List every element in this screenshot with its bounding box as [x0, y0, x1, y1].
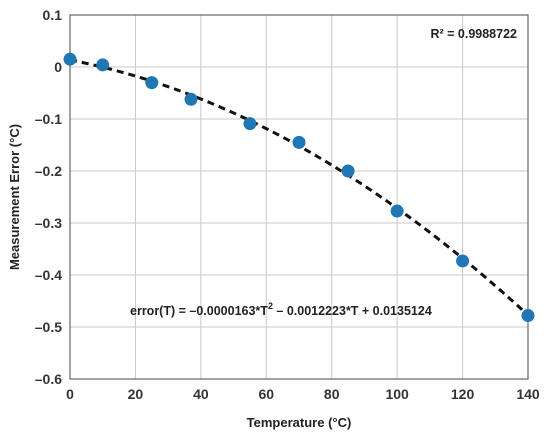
x-tick-label: 80 [324, 386, 340, 402]
x-tick-label: 0 [66, 386, 74, 402]
y-tick-label: –0.5 [35, 319, 62, 335]
equation-annotation: error(T) = –0.0000163*T2 – 0.0012223*T +… [130, 301, 432, 318]
equation-rest: – 0.0012223*T + 0.0135124 [273, 304, 432, 318]
data-point [184, 92, 198, 106]
grid-lines [69, 14, 529, 380]
x-tick-label: 100 [385, 386, 409, 402]
equation-exponent: 2 [268, 301, 273, 311]
data-point [96, 58, 110, 72]
y-tick-label: –0.2 [35, 163, 62, 179]
x-tick-label: 60 [258, 386, 274, 402]
data-point [341, 164, 355, 178]
data-point [63, 52, 77, 66]
data-points [63, 52, 535, 323]
data-point [456, 254, 470, 268]
trendline [69, 58, 530, 317]
x-tick-labels: 0 20 40 60 80 100 120 140 [66, 386, 540, 402]
data-point [521, 309, 535, 323]
x-tick-label: 20 [128, 386, 144, 402]
x-tick-label: 120 [451, 386, 475, 402]
y-axis-label: Measurement Error (°C) [7, 124, 22, 270]
equation-main: error(T) = –0.0000163*T [130, 304, 268, 318]
r-squared-annotation: R² = 0.9988722 [430, 27, 517, 41]
data-point [292, 135, 306, 149]
plot-frame [69, 14, 529, 380]
y-tick-label: –0.6 [35, 371, 62, 387]
data-point [390, 204, 404, 218]
y-tick-label: –0.1 [35, 111, 62, 127]
x-tick-label: 40 [193, 386, 209, 402]
y-tick-label: 0 [54, 59, 62, 75]
y-tick-label: –0.4 [35, 267, 62, 283]
data-point [145, 76, 159, 90]
y-tick-label: 0.1 [43, 7, 63, 23]
data-point [243, 117, 257, 131]
y-tick-labels: 0.1 0 –0.1 –0.2 –0.3 –0.4 –0.5 –0.6 [35, 7, 62, 387]
x-tick-label: 140 [516, 386, 540, 402]
x-axis-label: Temperature (°C) [247, 415, 352, 430]
y-tick-label: –0.3 [35, 215, 62, 231]
